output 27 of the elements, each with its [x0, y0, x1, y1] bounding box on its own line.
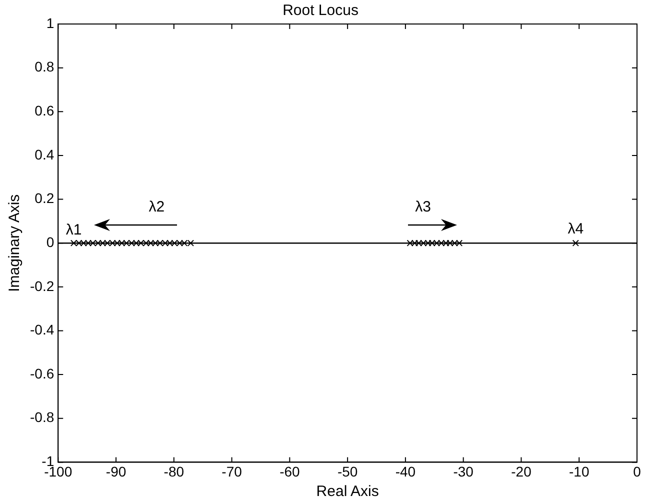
x-tick-label: -30 — [453, 463, 474, 480]
annotation: λ4 — [568, 220, 584, 238]
y-tick-label: -0.2 — [30, 278, 54, 294]
y-tick-label: -0.8 — [30, 409, 54, 426]
y-axis-title: Imaginary Axis — [6, 194, 24, 292]
annotation: λ2 — [148, 198, 165, 216]
x-tick-label: -40 — [395, 463, 416, 480]
x-tick-label: -60 — [280, 463, 300, 480]
y-tick-label: 0.2 — [34, 190, 54, 206]
y-tick-label: 0 — [46, 234, 54, 250]
x-tick-label: -90 — [106, 463, 126, 480]
x-tick-label: -10 — [568, 463, 590, 480]
y-tick-label: 1 — [46, 14, 54, 31]
x-tick-label: -80 — [164, 463, 184, 480]
y-tick-label: 0.4 — [34, 146, 54, 162]
y-tick-label: -0.6 — [30, 365, 54, 382]
annotation: λ3 — [415, 198, 432, 216]
y-tick-label: 0.6 — [34, 102, 54, 118]
y-tick-label: 0.8 — [34, 58, 54, 75]
annotation: λ1 — [66, 222, 82, 239]
chart-title: Root Locus — [282, 2, 358, 20]
x-tick-label: -70 — [222, 463, 242, 480]
x-tick-label: 0 — [633, 463, 642, 480]
x-tick-label: -50 — [337, 463, 358, 480]
x-tick-label: -20 — [511, 463, 532, 480]
y-tick-label: -0.4 — [30, 322, 54, 338]
x-axis-title: Real Axis — [316, 483, 379, 500]
